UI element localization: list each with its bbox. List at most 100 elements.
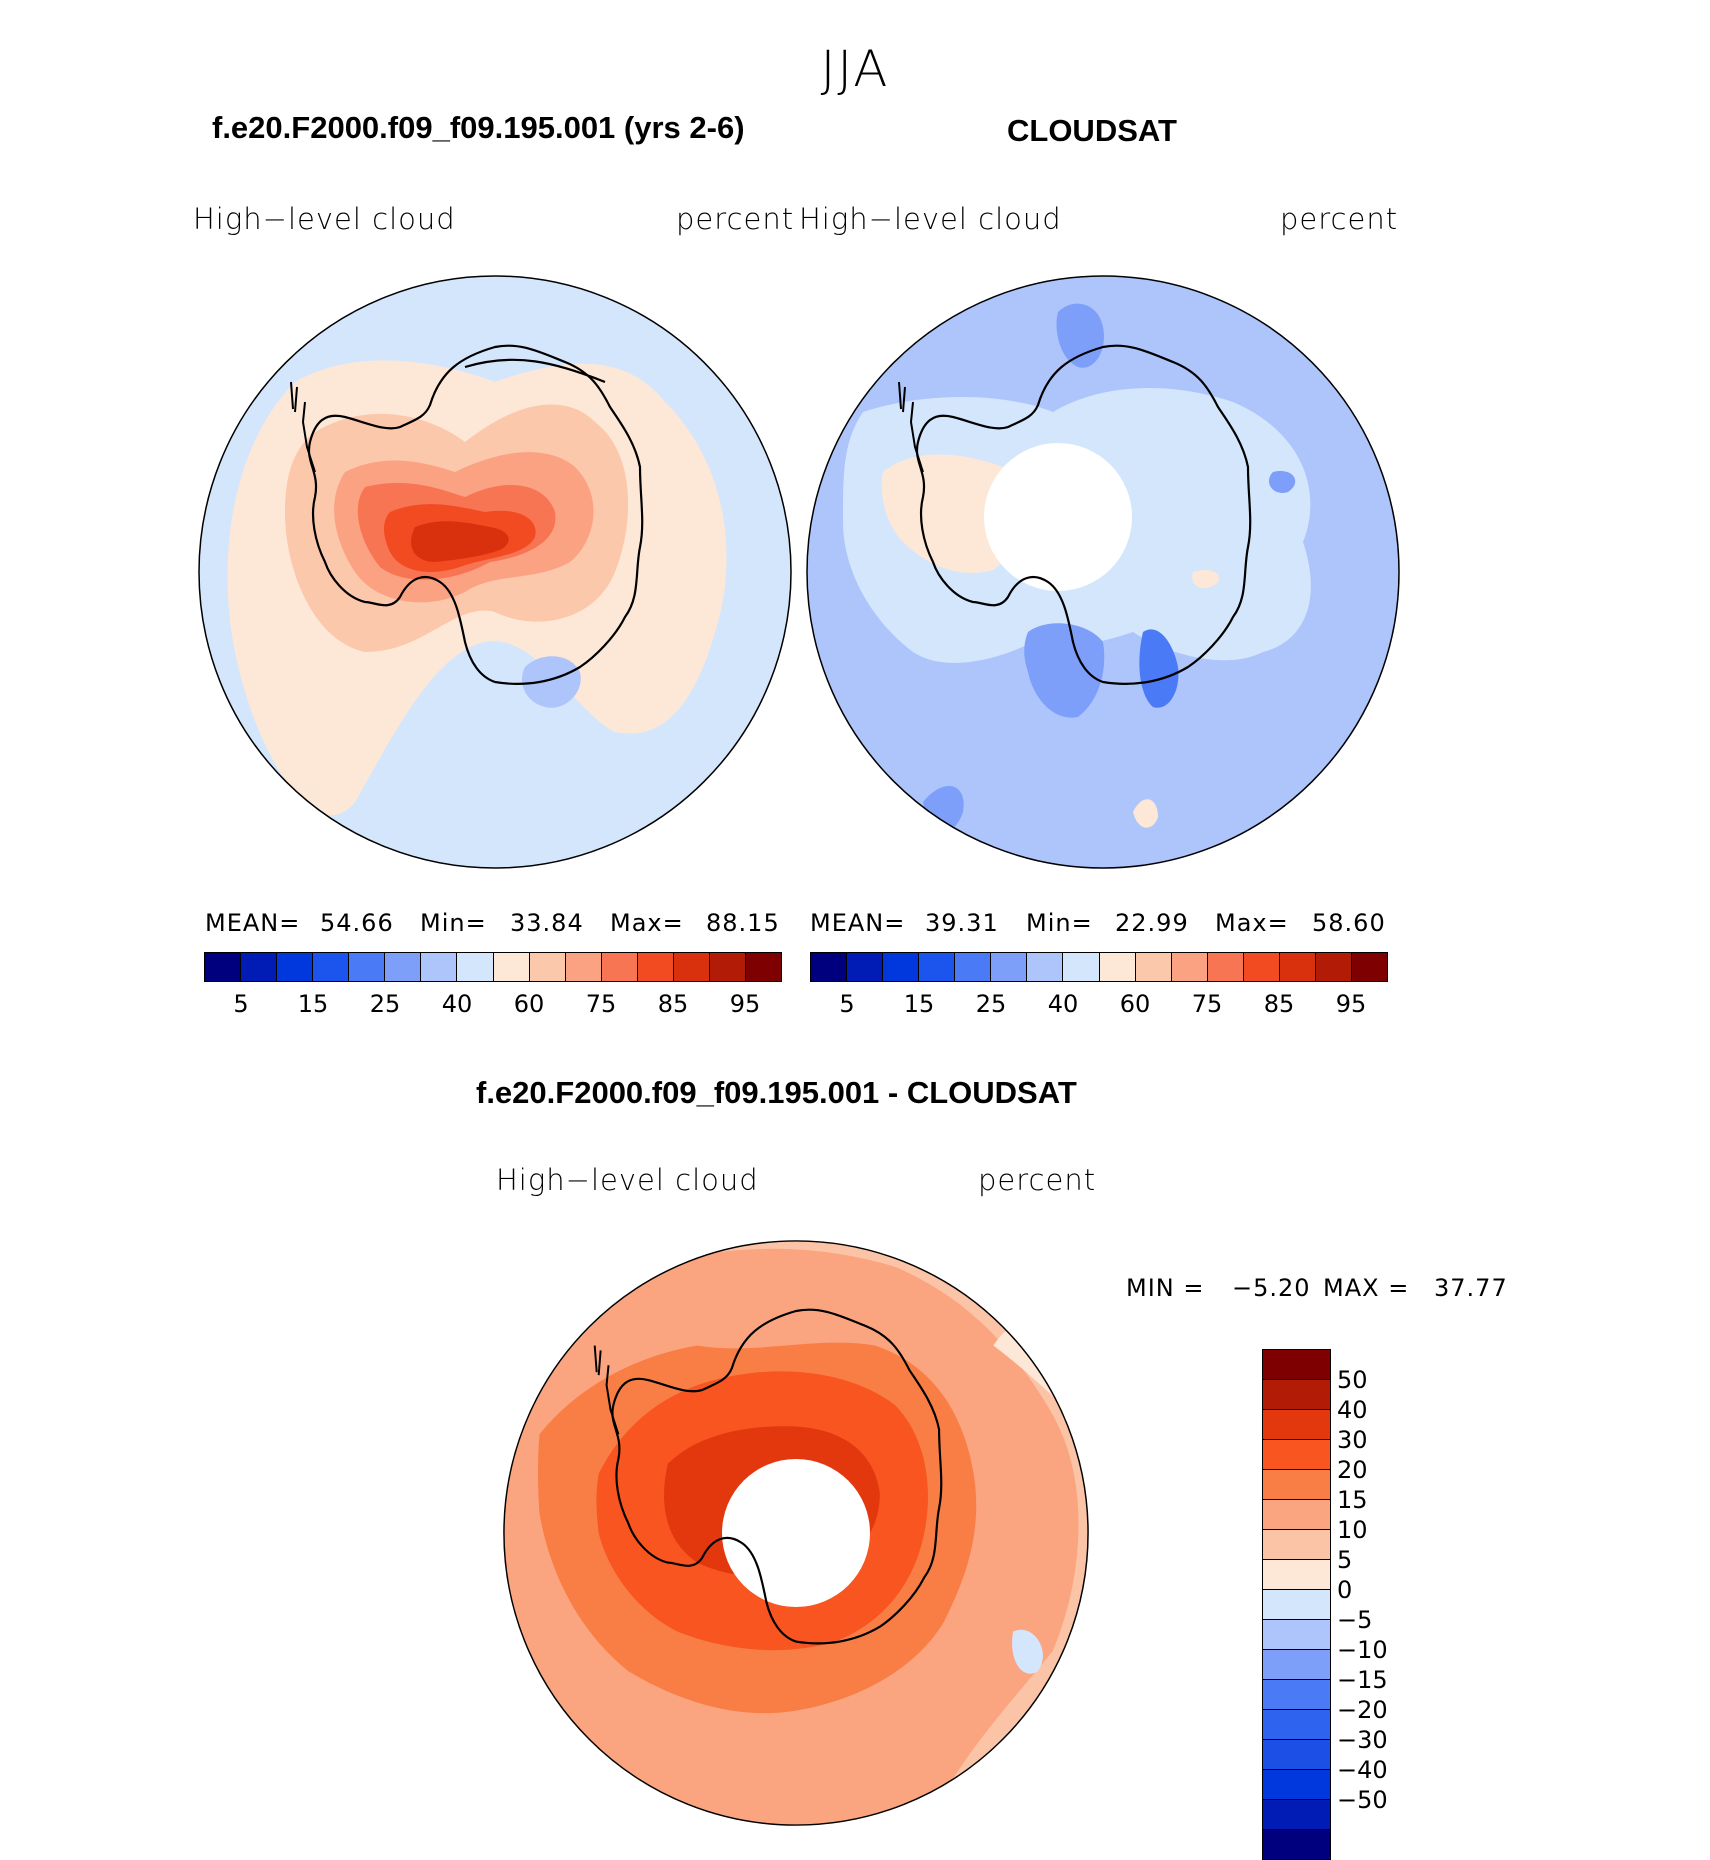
colorbar-box — [1171, 953, 1208, 981]
diff-max-label: MAX = — [1323, 1274, 1410, 1302]
colorbar-box — [1263, 1560, 1330, 1590]
diff-min-value: −5.20 — [1232, 1274, 1311, 1302]
colorbar-box — [1243, 953, 1280, 981]
colorbar-box — [811, 953, 848, 981]
colorbar-box — [601, 953, 638, 981]
colorbar-box — [1263, 1350, 1330, 1380]
colorbar-box — [673, 953, 710, 981]
colorbar-tick-label: −20 — [1337, 1696, 1388, 1724]
colorbar-tick-label: 60 — [1119, 990, 1151, 1018]
colorbar-tick-label: 95 — [729, 990, 761, 1018]
colorbar-box — [349, 953, 386, 981]
colorbar-box — [1263, 1650, 1330, 1680]
colorbar-box — [919, 953, 956, 981]
model-units-label: percent — [676, 202, 795, 236]
colorbar-box — [1263, 1470, 1330, 1500]
diff-polar-map — [503, 1240, 1089, 1826]
model-max-label: Max= — [610, 909, 684, 937]
colorbar-box — [1263, 1710, 1330, 1740]
colorbar-tick-label: 15 — [903, 990, 935, 1018]
colorbar-tick-label: −10 — [1337, 1636, 1388, 1664]
colorbar-box — [1263, 1770, 1330, 1800]
colorbar-tick-label: 40 — [441, 990, 473, 1018]
model-polar-map — [198, 275, 792, 869]
colorbar-box — [1263, 1410, 1330, 1440]
colorbar-box — [565, 953, 602, 981]
colorbar-box — [277, 953, 314, 981]
colorbar-box — [1279, 953, 1316, 981]
colorbar-box — [1063, 953, 1100, 981]
model-panel-title: f.e20.F2000.f09_f09.195.001 (yrs 2-6) — [212, 110, 745, 145]
season-title: JJA — [820, 40, 890, 98]
colorbar-tick-label: 20 — [1337, 1456, 1368, 1484]
colorbar-box — [1351, 953, 1387, 981]
colorbar-tick-label: 85 — [657, 990, 689, 1018]
colorbar-tick-label: 95 — [1335, 990, 1367, 1018]
model-colorbar — [204, 952, 782, 982]
diff-panel-title: f.e20.F2000.f09_f09.195.001 - CLOUDSAT — [476, 1075, 1077, 1110]
colorbar-box — [955, 953, 992, 981]
colorbar-box — [385, 953, 422, 981]
model-min-label: Min= — [420, 909, 487, 937]
obs-max-value: 58.60 — [1312, 909, 1386, 937]
colorbar-tick-label: 15 — [297, 990, 329, 1018]
colorbar-tick-label: 5 — [233, 990, 249, 1018]
model-mean-value: 54.66 — [320, 909, 394, 937]
colorbar-tick-label: 5 — [1337, 1546, 1353, 1574]
colorbar-tick-label: 75 — [585, 990, 617, 1018]
colorbar-box — [205, 953, 242, 981]
colorbar-box — [1207, 953, 1244, 981]
model-max-value: 88.15 — [706, 909, 780, 937]
colorbar-box — [457, 953, 494, 981]
colorbar-tick-label: 60 — [513, 990, 545, 1018]
colorbar-tick-label: 15 — [1337, 1486, 1368, 1514]
colorbar-tick-label: 50 — [1337, 1366, 1368, 1394]
colorbar-tick-label: 25 — [369, 990, 401, 1018]
colorbar-box — [1263, 1680, 1330, 1710]
obs-mean-value: 39.31 — [925, 909, 999, 937]
obs-min-label: Min= — [1026, 909, 1093, 937]
model-mean-label: MEAN= — [205, 909, 301, 937]
colorbar-box — [709, 953, 746, 981]
diff-units-label: percent — [978, 1163, 1097, 1197]
colorbar-box — [991, 953, 1028, 981]
colorbar-tick-label: −40 — [1337, 1756, 1388, 1784]
model-min-value: 33.84 — [510, 909, 584, 937]
colorbar-box — [1263, 1800, 1330, 1830]
colorbar-tick-label: 5 — [839, 990, 855, 1018]
diff-max-value: 37.77 — [1434, 1274, 1508, 1302]
colorbar-box — [493, 953, 530, 981]
colorbar-box — [1263, 1440, 1330, 1470]
colorbar-tick-label: 40 — [1047, 990, 1079, 1018]
colorbar-box — [1315, 953, 1352, 981]
colorbar-box — [313, 953, 350, 981]
colorbar-tick-label: 10 — [1337, 1516, 1368, 1544]
colorbar-tick-label: 75 — [1191, 990, 1223, 1018]
colorbar-box — [529, 953, 566, 981]
colorbar-box — [1263, 1530, 1330, 1560]
colorbar-tick-label: 30 — [1337, 1426, 1368, 1454]
obs-max-label: Max= — [1215, 909, 1289, 937]
colorbar-box — [1263, 1740, 1330, 1770]
colorbar-box — [1263, 1590, 1330, 1620]
obs-colorbar — [810, 952, 1388, 982]
colorbar-box — [1263, 1500, 1330, 1530]
colorbar-tick-label: −50 — [1337, 1786, 1388, 1814]
obs-min-value: 22.99 — [1115, 909, 1189, 937]
colorbar-box — [745, 953, 781, 981]
diff-min-label: MIN = — [1126, 1274, 1205, 1302]
colorbar-tick-label: 25 — [975, 990, 1007, 1018]
obs-polar-map — [806, 275, 1400, 869]
colorbar-box — [1135, 953, 1172, 981]
colorbar-tick-label: −30 — [1337, 1726, 1388, 1754]
colorbar-tick-label: −5 — [1337, 1606, 1373, 1634]
diff-variable-label: High−level cloud — [496, 1163, 759, 1197]
obs-mean-label: MEAN= — [810, 909, 906, 937]
colorbar-box — [1263, 1380, 1330, 1410]
colorbar-tick-label: 40 — [1337, 1396, 1368, 1424]
colorbar-tick-label: 0 — [1337, 1576, 1353, 1604]
colorbar-box — [1263, 1830, 1330, 1859]
colorbar-tick-label: −15 — [1337, 1666, 1388, 1694]
obs-units-label: percent — [1280, 202, 1399, 236]
colorbar-box — [883, 953, 920, 981]
